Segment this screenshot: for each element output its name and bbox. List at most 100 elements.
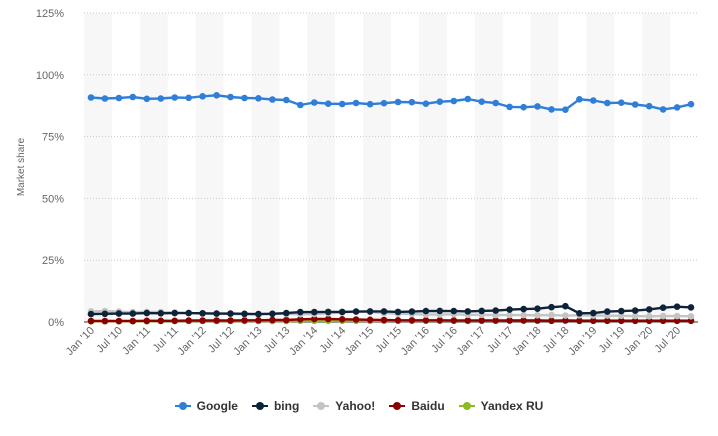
data-point[interactable]	[520, 317, 527, 324]
data-point[interactable]	[394, 317, 402, 324]
data-point[interactable]	[534, 312, 541, 319]
data-point[interactable]	[115, 310, 123, 317]
legend-item[interactable]: bing	[251, 396, 299, 416]
data-point[interactable]	[687, 100, 695, 108]
data-point[interactable]	[562, 312, 569, 319]
data-point[interactable]	[659, 312, 667, 320]
data-point[interactable]	[534, 305, 541, 313]
data-point[interactable]	[576, 96, 583, 103]
data-point[interactable]	[297, 308, 304, 316]
data-point[interactable]	[338, 308, 346, 316]
data-point[interactable]	[213, 310, 220, 317]
data-point[interactable]	[255, 95, 262, 102]
data-point[interactable]	[618, 312, 625, 320]
data-point[interactable]	[590, 309, 597, 317]
data-point[interactable]	[436, 317, 444, 324]
data-point[interactable]	[199, 93, 206, 100]
data-point[interactable]	[492, 307, 500, 314]
data-point[interactable]	[338, 316, 346, 323]
data-point[interactable]	[297, 101, 304, 109]
data-point[interactable]	[143, 95, 151, 103]
data-point[interactable]	[129, 317, 137, 325]
data-point[interactable]	[645, 313, 653, 320]
data-point[interactable]	[673, 317, 681, 325]
data-point[interactable]	[101, 95, 109, 102]
data-point[interactable]	[604, 99, 611, 107]
data-point[interactable]	[171, 309, 178, 317]
data-point[interactable]	[129, 310, 137, 317]
data-point[interactable]	[87, 94, 95, 101]
data-point[interactable]	[227, 310, 234, 317]
data-point[interactable]	[478, 307, 486, 315]
data-point[interactable]	[422, 317, 430, 324]
data-point[interactable]	[576, 317, 583, 325]
data-point[interactable]	[506, 311, 513, 319]
legend-item[interactable]: Yandex RU	[458, 396, 543, 416]
data-point[interactable]	[199, 317, 206, 324]
data-point[interactable]	[227, 317, 234, 324]
data-point[interactable]	[394, 308, 402, 316]
data-point[interactable]	[143, 309, 151, 317]
data-point[interactable]	[673, 303, 681, 311]
data-point[interactable]	[645, 306, 653, 313]
data-point[interactable]	[590, 97, 597, 104]
data-point[interactable]	[241, 310, 248, 318]
data-point[interactable]	[520, 311, 527, 319]
data-point[interactable]	[659, 317, 667, 325]
data-point[interactable]	[269, 316, 276, 324]
data-point[interactable]	[687, 313, 695, 320]
data-point[interactable]	[534, 317, 541, 324]
data-point[interactable]	[506, 306, 513, 313]
data-point[interactable]	[520, 103, 527, 111]
data-point[interactable]	[213, 317, 220, 324]
data-point[interactable]	[283, 316, 290, 324]
data-point[interactable]	[562, 317, 569, 324]
data-point[interactable]	[255, 310, 262, 318]
data-point[interactable]	[436, 307, 444, 315]
data-point[interactable]	[213, 92, 220, 99]
data-point[interactable]	[394, 98, 402, 106]
data-point[interactable]	[324, 315, 332, 323]
data-point[interactable]	[450, 317, 458, 324]
data-point[interactable]	[562, 302, 569, 310]
data-point[interactable]	[631, 101, 639, 108]
data-point[interactable]	[283, 309, 290, 317]
data-point[interactable]	[87, 317, 95, 325]
data-point[interactable]	[562, 106, 569, 113]
data-point[interactable]	[687, 304, 695, 311]
data-point[interactable]	[115, 94, 123, 102]
data-point[interactable]	[618, 307, 625, 315]
data-point[interactable]	[534, 103, 541, 110]
data-point[interactable]	[618, 317, 625, 325]
data-point[interactable]	[604, 308, 611, 315]
data-point[interactable]	[548, 303, 555, 311]
data-point[interactable]	[269, 310, 276, 318]
data-point[interactable]	[645, 102, 653, 110]
data-point[interactable]	[673, 104, 681, 111]
data-point[interactable]	[618, 99, 625, 106]
data-point[interactable]	[269, 96, 276, 103]
data-point[interactable]	[199, 310, 206, 317]
legend-item[interactable]: Google	[174, 396, 238, 416]
data-point[interactable]	[464, 95, 472, 103]
data-point[interactable]	[478, 98, 486, 105]
data-point[interactable]	[101, 310, 109, 318]
legend-item[interactable]: Yahoo!	[313, 396, 375, 416]
data-point[interactable]	[506, 317, 513, 324]
data-point[interactable]	[506, 103, 513, 111]
data-point[interactable]	[422, 307, 430, 315]
data-point[interactable]	[101, 317, 109, 325]
data-point[interactable]	[492, 99, 500, 107]
data-point[interactable]	[659, 106, 667, 113]
data-point[interactable]	[408, 317, 416, 324]
data-point[interactable]	[380, 316, 388, 324]
data-point[interactable]	[283, 96, 290, 104]
data-point[interactable]	[227, 93, 234, 101]
data-point[interactable]	[464, 308, 472, 315]
data-point[interactable]	[380, 99, 388, 107]
data-point[interactable]	[297, 316, 304, 323]
data-point[interactable]	[380, 308, 388, 315]
data-point[interactable]	[311, 308, 318, 316]
data-point[interactable]	[115, 317, 123, 325]
data-point[interactable]	[631, 307, 639, 314]
